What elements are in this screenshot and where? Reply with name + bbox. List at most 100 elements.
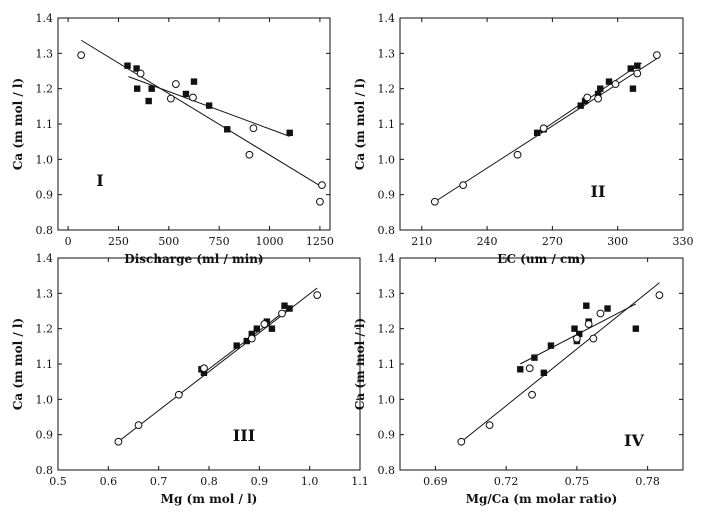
fit-line-circle [80, 39, 323, 188]
x-tick-label: 0.75 [565, 475, 590, 488]
x-tick-label: 1.1 [351, 475, 369, 488]
data-point-square [124, 62, 131, 69]
x-tick-label: 0.72 [494, 475, 519, 488]
x-tick-label: 240 [477, 235, 498, 248]
data-point-square [200, 369, 208, 377]
data-point-square [594, 90, 602, 98]
x-tick-label: 0.9 [251, 475, 269, 488]
data-point-square [547, 342, 555, 349]
data-point-circle [633, 69, 642, 78]
x-tick-label: 500 [158, 235, 179, 248]
data-point-circle [539, 124, 548, 133]
data-point-square [248, 330, 255, 338]
data-point-circle [313, 291, 322, 300]
fit-line-circle [461, 282, 660, 443]
data-point-square [571, 325, 578, 332]
data-point-circle [249, 124, 258, 133]
panel-label: III [233, 426, 255, 445]
y-axis-label: Ca (m mol / l) [353, 318, 367, 410]
data-point-square [286, 305, 293, 312]
data-point-circle [584, 320, 593, 328]
y-tick-label: 1.1 [378, 118, 396, 131]
panel-3: 0.8 0.9 1.0 1.1 1.2 1.3 1.4 0.5 0.6 0.7 0.8 0.9 1.0 1… [11, 252, 369, 506]
data-point-circle [652, 51, 661, 59]
data-point-square [182, 90, 190, 98]
x-tick-label: 210 [411, 235, 432, 248]
panel-2: 0.8 0.9 1.0 1.1 1.2 1.3 1.4 210 240 270 300 330 EC (… [353, 12, 694, 266]
data-point-circle [513, 150, 522, 159]
x-tick-label: 1000 [256, 235, 284, 248]
data-point-square [632, 325, 640, 332]
data-point-square [133, 65, 140, 72]
data-point-square [583, 302, 590, 309]
data-point-circle [596, 309, 605, 318]
x-tick-label: 1.0 [301, 475, 319, 488]
y-tick-label: 1.0 [36, 393, 54, 406]
data-point-square [268, 325, 276, 332]
x-tick-label: 750 [209, 235, 230, 248]
y-tick-label: 0.8 [36, 224, 54, 237]
y-tick-label: 1.2 [36, 83, 54, 96]
x-axis-label: EC (um / cm) [497, 252, 585, 266]
panel-4: 0.8 0.9 1.0 1.1 1.2 1.3 1.4 0.69 0.72 0.75 0.78 Mg/… [353, 252, 684, 506]
data-point-circle [171, 80, 180, 88]
data-point-square [531, 354, 538, 361]
data-point-square [145, 97, 152, 105]
data-point-circle [245, 150, 254, 159]
x-axis-label: Mg (m mol / l) [161, 492, 258, 506]
x-axis-label: Mg/Ca (m molar ratio) [466, 492, 618, 506]
data-point-square [281, 302, 288, 309]
y-tick-label: 1.2 [36, 323, 54, 336]
data-point-circle [316, 197, 324, 206]
data-point-circle [611, 80, 620, 88]
data-point-circle [655, 291, 664, 300]
data-point-circle [583, 93, 592, 102]
data-point-circle [430, 197, 439, 206]
data-point-square [597, 85, 604, 92]
x-tick-label: 0.5 [49, 475, 67, 488]
data-point-square [517, 366, 524, 373]
x-tick-label: 1250 [306, 235, 334, 248]
data-point-circle [572, 334, 581, 343]
y-tick-label: 1.1 [36, 358, 54, 371]
data-point-circle [174, 390, 183, 399]
y-tick-label: 1.1 [36, 118, 54, 131]
y-tick-label: 1.3 [36, 287, 54, 300]
x-tick-label: 0.6 [100, 475, 118, 488]
data-point-circle [134, 421, 143, 430]
data-point-square [133, 85, 141, 92]
x-tick-label: 330 [673, 235, 694, 248]
data-point-circle [260, 320, 269, 328]
x-axis-label: Discharge (ml / min) [124, 252, 263, 266]
x-tick-label: 0 [65, 235, 72, 248]
y-axis-label: Ca (m mol / l) [11, 318, 25, 410]
data-point-square [286, 129, 293, 137]
data-point-circle [594, 94, 602, 103]
y-tick-label: 0.8 [378, 464, 396, 477]
data-point-circle [528, 390, 536, 399]
data-point-circle [136, 69, 145, 78]
data-point-square [605, 78, 613, 85]
y-axis-label: Ca (m mol / l) [353, 78, 367, 170]
x-tick-label: 270 [542, 235, 563, 248]
y-tick-label: 1.2 [378, 323, 396, 336]
data-point-circle [525, 364, 534, 373]
data-point-circle [457, 437, 466, 446]
data-point-circle [589, 334, 598, 343]
y-tick-label: 1.1 [378, 358, 396, 371]
data-point-square [581, 97, 589, 105]
x-tick-label: 300 [607, 235, 628, 248]
data-point-circle [77, 51, 86, 59]
data-point-circle [166, 94, 175, 103]
data-point-circle [278, 309, 286, 318]
y-tick-label: 1.4 [36, 12, 54, 25]
panel-label: II [591, 182, 606, 201]
plot-frame [399, 17, 684, 231]
data-point-square [576, 330, 583, 338]
panel-label: IV [624, 431, 644, 450]
y-tick-label: 1.4 [36, 252, 54, 265]
data-point-square [533, 129, 541, 137]
y-tick-label: 0.9 [36, 189, 54, 202]
x-tick-label: 250 [108, 235, 129, 248]
